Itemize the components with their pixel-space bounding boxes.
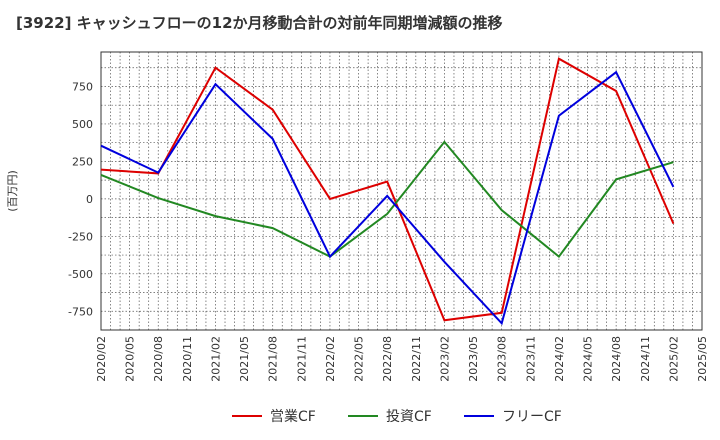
x-tick-label: 2022/05 <box>353 336 366 382</box>
x-tick-label: 2022/11 <box>410 336 423 382</box>
x-tick-label: 2021/05 <box>238 336 251 382</box>
y-tick-label: -750 <box>68 305 93 318</box>
x-tick-label: 2020/02 <box>95 336 108 382</box>
legend-item-free-cf: フリーCF <box>464 406 562 426</box>
y-axis-label: (百万円) <box>6 170 19 212</box>
legend-label-free-cf: フリーCF <box>502 409 562 425</box>
x-tick-label: 2022/08 <box>381 336 394 382</box>
x-tick-label: 2020/05 <box>124 336 137 382</box>
legend-swatch-operating-cf <box>232 415 262 417</box>
legend-item-investing-cf: 投資CF <box>348 406 432 426</box>
series-line-free-cf <box>100 70 675 326</box>
axis-layer: -750 -500 -250 0 250 500 750 (百万円) 2020/02 2020/0… <box>6 80 709 381</box>
y-tick-label: 250 <box>72 155 93 168</box>
x-tick-label: 2023/02 <box>438 336 451 382</box>
y-tick-label: -500 <box>68 268 93 281</box>
x-tick-label: 2022/02 <box>324 336 337 382</box>
legend-label-operating-cf: 営業CF <box>270 409 316 425</box>
grid-layer <box>101 52 702 330</box>
plot-frame <box>100 51 703 331</box>
x-tick-label: 2025/05 <box>696 336 709 382</box>
legend-swatch-investing-cf <box>348 415 378 417</box>
x-tick-label: 2024/11 <box>639 336 652 382</box>
x-tick-label: 2025/02 <box>667 336 680 382</box>
legend-label-investing-cf: 投資CF <box>386 409 432 425</box>
x-tick-label: 2020/11 <box>181 336 194 382</box>
x-tick-label: 2021/11 <box>295 336 308 382</box>
legend: 営業CF 投資CF フリーCF <box>0 400 720 432</box>
y-tick-label: 750 <box>72 80 93 93</box>
y-tick-label: -250 <box>68 230 93 243</box>
x-tick-label: 2024/02 <box>553 336 566 382</box>
legend-item-operating-cf: 営業CF <box>232 406 316 426</box>
x-tick-label: 2023/08 <box>496 336 509 382</box>
chart-title: [3922] キャッシュフローの12か月移動合計の対前年同期増減額の推移 <box>16 14 503 32</box>
legend-swatch-free-cf <box>464 415 494 417</box>
x-tick-label: 2024/08 <box>610 336 623 382</box>
y-tick-label: 500 <box>72 118 93 131</box>
x-tick-label: 2021/02 <box>209 336 222 382</box>
x-tick-label: 2023/11 <box>524 336 537 382</box>
series-line-operating-cf <box>100 57 675 322</box>
series-line-investing-cf <box>100 140 674 259</box>
x-tick-label: 2023/05 <box>467 336 480 382</box>
x-tick-label: 2024/05 <box>582 336 595 382</box>
x-tick-label: 2020/08 <box>152 336 165 382</box>
series-layer <box>100 57 675 326</box>
y-tick-label: 0 <box>86 193 93 206</box>
x-tick-label: 2021/08 <box>267 336 280 382</box>
